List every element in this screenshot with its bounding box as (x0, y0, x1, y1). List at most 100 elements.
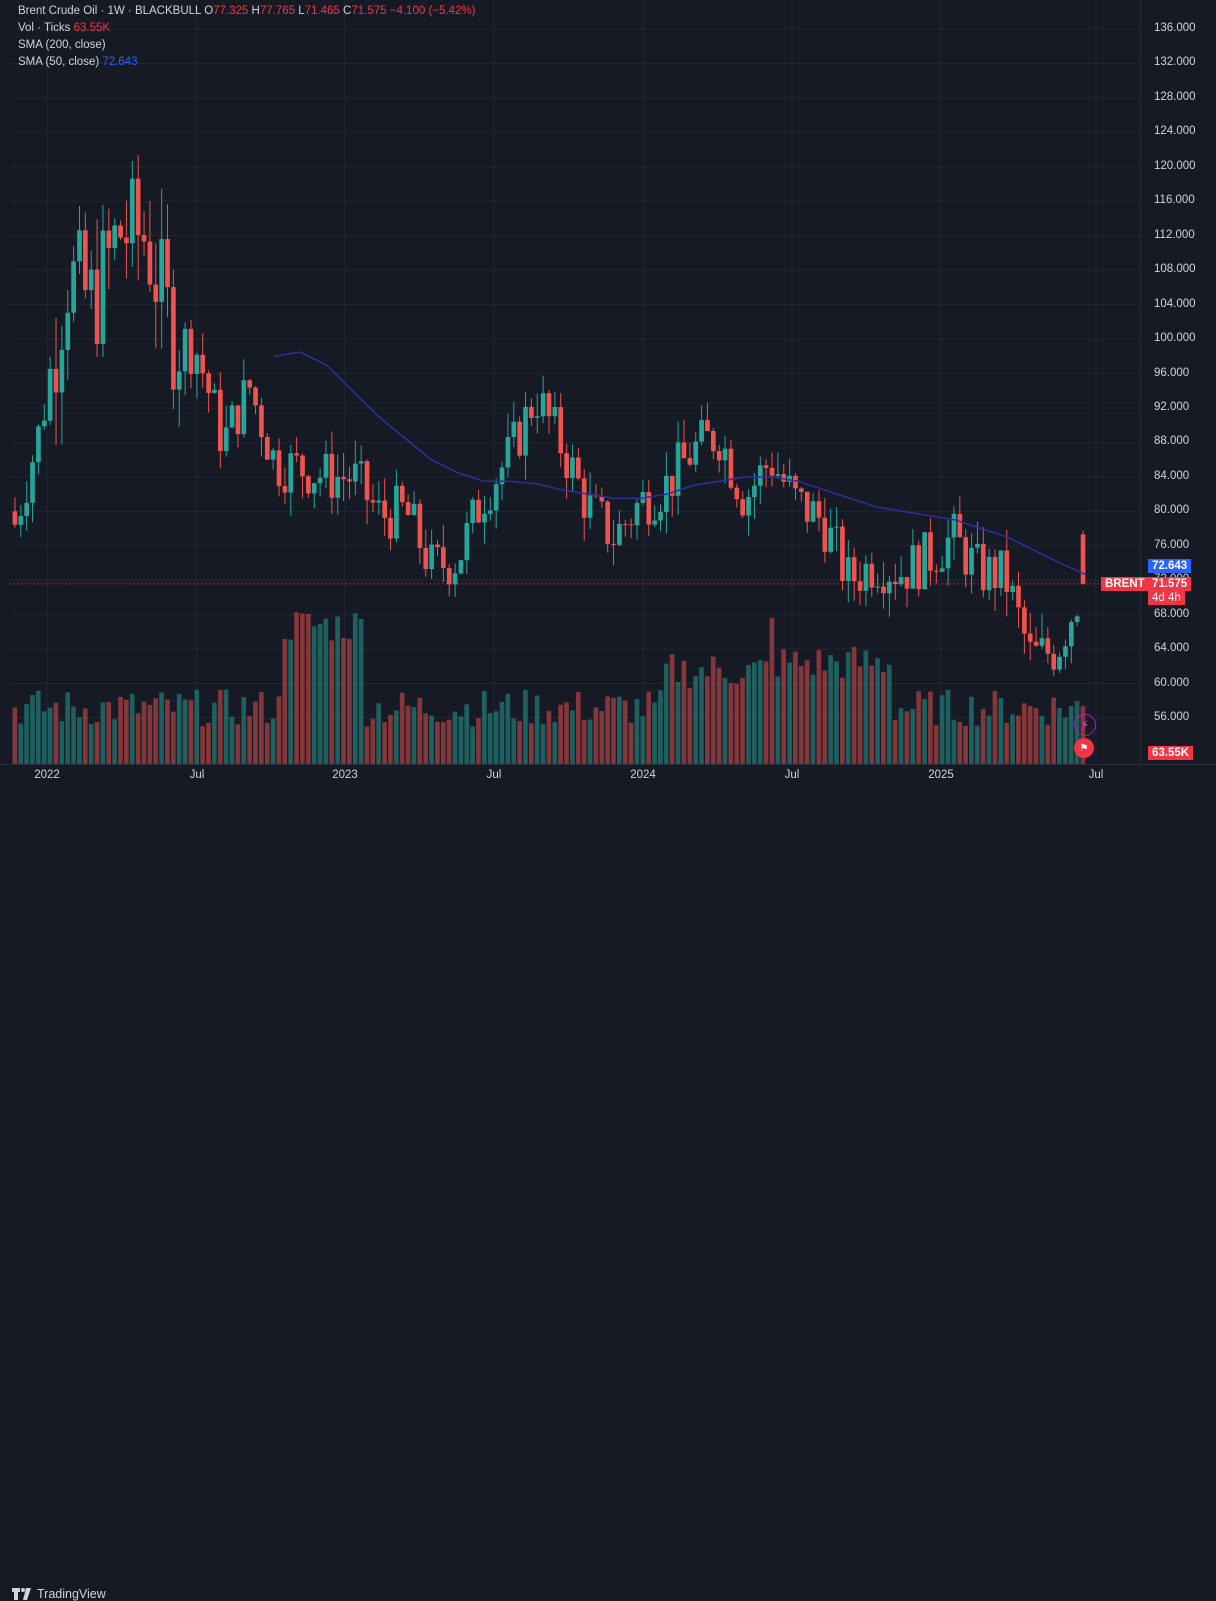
price-scale[interactable]: 136.000 132.000 128.000 124.000 120.000 116.0… (1140, 0, 1216, 764)
candle-body (147, 241, 153, 285)
candle-body (646, 492, 652, 525)
volume-bar (875, 658, 880, 764)
candle-body (752, 485, 757, 498)
chart-pane[interactable] (10, 0, 1140, 764)
candle-body (499, 467, 505, 485)
candle-body (934, 570, 939, 572)
volume-bar (640, 716, 646, 764)
candle-body (235, 405, 241, 435)
volume-bar (1033, 708, 1039, 764)
economic-events-flag-icon[interactable]: ⚑ (1074, 738, 1094, 758)
volume-bar (429, 715, 434, 764)
candle-body (376, 500, 382, 503)
legend-volume-row[interactable]: Vol · Ticks 63.55K (18, 20, 475, 37)
volume-bar (646, 691, 652, 764)
legend-sma200-row[interactable]: SMA (200, close) (18, 37, 475, 54)
volume-bar (229, 716, 235, 764)
volume-bar (376, 703, 382, 764)
candle-body (611, 543, 616, 545)
volume-bar (399, 692, 405, 764)
volume-bar (59, 721, 65, 764)
volume-bar (358, 618, 364, 764)
low-label: L (298, 5, 305, 17)
candle-body (505, 436, 511, 468)
volume-bar (922, 698, 927, 764)
volume-bar (1045, 724, 1051, 764)
time-axis[interactable] (0, 764, 1216, 789)
candle-body (564, 453, 569, 479)
volume-bar (570, 710, 575, 764)
volume-bar (347, 638, 352, 764)
volume-bar (587, 719, 593, 764)
legend-sma50-row[interactable]: SMA (50, close) 72.643 (18, 54, 475, 71)
volume-bar (728, 683, 734, 764)
candle-body (253, 387, 258, 406)
candle-body (223, 427, 229, 452)
volume-bar (329, 640, 335, 764)
candle-body (693, 441, 699, 465)
price-tick-label: 104.000 (1154, 297, 1196, 310)
volume-bar (470, 726, 475, 764)
chart-legend: Brent Crude Oil · 1W · BLACKBULL O77.325… (18, 3, 475, 71)
candle-body (59, 349, 65, 393)
candle-body (816, 501, 822, 518)
symbol-title[interactable]: Brent Crude Oil · 1W · BLACKBULL (18, 5, 201, 17)
candle-body (370, 500, 376, 503)
candle-body (141, 235, 147, 242)
volume-bar (323, 618, 329, 764)
candle-body (1068, 622, 1074, 647)
volume-bar (341, 637, 346, 764)
volume-bar (352, 613, 358, 764)
volume-bar (317, 623, 323, 764)
candle-body (317, 477, 323, 484)
candle-body (775, 474, 781, 476)
volume-bar (288, 639, 294, 764)
candle-body (963, 537, 969, 575)
candle-body (992, 556, 998, 589)
volume-bar (147, 704, 153, 764)
volume-bar (476, 717, 481, 764)
candle-body (975, 543, 980, 548)
volume-bar (558, 704, 563, 764)
volume-bar (881, 671, 886, 764)
volume-bar (716, 667, 722, 764)
volume-bar (540, 723, 546, 764)
volume-bar (241, 697, 247, 764)
price-tick-label: 96.000 (1154, 366, 1190, 379)
candle-body (628, 524, 634, 526)
high-value: 77.765 (259, 5, 296, 17)
volume-bar (124, 699, 129, 764)
volume-bar (446, 719, 452, 764)
sma-price-tag: 72.643 (1148, 559, 1192, 573)
tradingview-logo[interactable]: TradingView (12, 1587, 106, 1601)
candle-body (622, 523, 628, 525)
candle-body (394, 485, 399, 539)
volume-bar (928, 691, 933, 764)
high-label: H (251, 5, 260, 17)
chart-canvas[interactable] (10, 0, 1140, 764)
volume-bar (775, 676, 781, 764)
candle-body (705, 420, 710, 431)
candle-body (517, 421, 522, 456)
candle-body (182, 328, 188, 372)
candle-body (1057, 656, 1062, 670)
candle-body (980, 543, 986, 591)
candle-body (294, 453, 299, 456)
sma200-label: SMA (200, close) (18, 39, 106, 51)
candle-body (1039, 638, 1045, 646)
volume-bar (393, 710, 399, 764)
volume-bar (634, 699, 640, 764)
volume-bar (845, 652, 851, 764)
volume-bar (200, 726, 205, 764)
candle-body (446, 568, 452, 585)
candle-body (493, 484, 499, 511)
volume-bar (969, 696, 974, 764)
volume-bar (1068, 706, 1074, 764)
volume-bar (487, 713, 493, 764)
candle-body (382, 500, 388, 518)
candle-body (658, 511, 663, 521)
candle-body (687, 458, 693, 465)
volume-bar (675, 682, 681, 764)
candle-body (41, 420, 47, 427)
alert-lightning-icon[interactable]: ⚡ (1074, 714, 1096, 736)
